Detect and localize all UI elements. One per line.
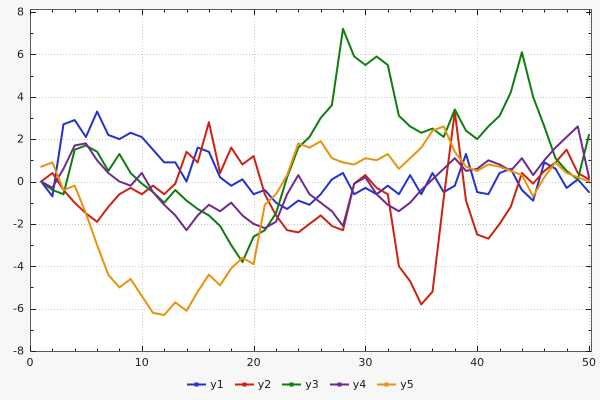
legend-sample-marker — [289, 382, 294, 386]
y-tick-label: 8 — [17, 6, 24, 19]
series-line-y5 — [40, 125, 590, 316]
legend-item-y5: y5 — [376, 379, 414, 390]
legend: y1 y2 y3 y4 y5 — [0, 376, 600, 392]
y-tick-label: -4 — [13, 260, 24, 273]
plot-area — [30, 9, 592, 352]
legend-item-y1: y1 — [186, 379, 224, 390]
x-tick-label: 10 — [135, 356, 149, 369]
plot-border — [30, 9, 592, 352]
legend-line-sample-y4 — [329, 382, 349, 386]
series-line-y2 — [40, 110, 590, 306]
legend-line-sample-y3 — [282, 382, 302, 386]
x-tick-label: 50 — [582, 356, 596, 369]
series-lines — [40, 27, 590, 316]
legend-line-sample-y1 — [187, 382, 207, 386]
legend-label-y4: y4 — [352, 377, 367, 391]
legend-sample-marker — [242, 382, 247, 386]
legend-sample-marker — [194, 382, 199, 386]
legend-label-y3: y3 — [305, 377, 319, 391]
x-tick-label: 30 — [358, 356, 372, 369]
legend-label-y2: y2 — [257, 377, 272, 391]
x-tick-label: 40 — [470, 356, 484, 369]
legend-item-y2: y2 — [234, 377, 272, 391]
series-line-y3 — [40, 27, 590, 263]
x-tick-label: 20 — [247, 356, 261, 369]
legend-sample-marker — [337, 382, 342, 386]
legend-label-y5: y5 — [400, 377, 414, 391]
series-line-y4 — [40, 125, 590, 232]
y-tick-label: -2 — [13, 217, 24, 230]
tick-labels: 0 10 20 30 40 50 -8 -6 -4 -2 0 2 4 6 8 — [13, 6, 596, 370]
y-tick-label: 2 — [17, 133, 24, 146]
legend-item-y3: y3 — [281, 379, 319, 390]
y-tick-label: -6 — [13, 302, 24, 315]
legend-sample-marker — [384, 382, 389, 386]
axis-ticks — [30, 10, 591, 352]
x-tick-label: 0 — [27, 356, 34, 369]
legend-line-sample-y2 — [234, 382, 254, 386]
legend-line-sample-y5 — [377, 382, 397, 386]
y-tick-label: 0 — [17, 175, 24, 188]
legend-label-y1: y1 — [210, 377, 224, 391]
y-tick-label: 6 — [17, 48, 24, 61]
y-tick-label: 4 — [17, 90, 24, 103]
legend-item-y4: y4 — [329, 377, 367, 391]
y-tick-label: -8 — [13, 345, 24, 358]
